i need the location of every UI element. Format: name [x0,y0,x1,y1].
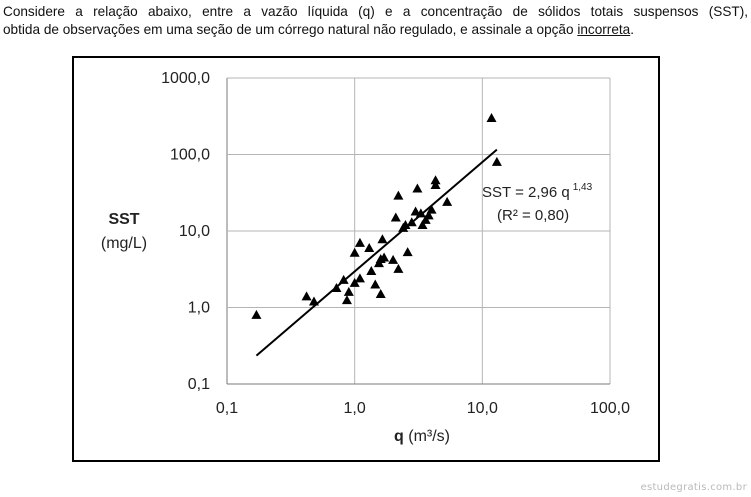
data-point [354,237,365,247]
y-tick-label: 10,0 [179,223,210,240]
regression-equation: SST = 2,96 q 1,43 [482,182,593,201]
data-point [364,242,375,252]
data-point [390,212,401,222]
data-point [354,273,365,283]
data-point [331,282,342,292]
x-tick-label: 100,0 [590,400,630,417]
data-point [426,204,437,214]
data-point [442,196,453,206]
data-point [388,254,399,264]
fit-line [255,148,498,357]
question-line-2: obtida de observações em uma seção de um… [3,21,748,39]
data-point [412,183,423,193]
data-point [393,190,404,200]
question-line-1: Considere a relação abaixo, entre a vazã… [3,4,748,19]
data-point [410,206,421,216]
question-text: Considere a relação abaixo, entre a vazã… [3,3,748,38]
axis-titles: SST (mg/L) q (m³/s) [101,211,450,445]
data-point [375,289,386,299]
data-points [251,113,502,319]
question-line-2-text: obtida de observações em uma seção de um… [3,21,578,37]
x-tick-label: 10,0 [467,400,498,417]
x-tick-label: 1,0 [344,400,366,417]
x-axis-title: q (m³/s) [394,428,450,445]
x-axis-unit: (m³/s) [408,428,450,445]
data-point [393,263,404,273]
y-axis-title: SST [108,211,139,228]
data-point [301,291,312,301]
underlined-word: incorreta [577,21,631,37]
data-point [423,210,434,220]
scatter-chart: 0,1 1,0 10,0 100,0 0,1 1,0 10,0 100,0 1000,0 SS… [101,70,630,445]
data-point [379,252,390,262]
chart-frame: 0,1 1,0 10,0 100,0 0,1 1,0 10,0 100,0 1000,0 SS… [72,56,660,462]
data-point [370,279,381,289]
data-point [377,234,388,244]
data-point [341,295,352,305]
data-point [491,156,502,166]
data-point [430,179,441,189]
watermark: estudegratis.com.br [640,482,747,493]
data-point [417,219,428,229]
y-tick-label: 0,1 [188,376,210,393]
data-point [349,247,360,257]
y-tick-label: 1,0 [188,300,210,317]
regression-equation-main: SST = 2,96 q [482,184,570,201]
grid [226,77,611,385]
data-point [400,219,411,229]
data-point [308,296,319,306]
regression-exponent: 1,43 [573,182,593,193]
data-point [338,274,349,284]
regression-annotation: SST = 2,96 q 1,43 (R² = 0,80) [482,182,593,224]
data-point [366,266,377,276]
data-point [430,175,441,185]
data-point [406,217,417,227]
data-point [349,277,360,287]
x-tick-label: 0,1 [216,400,238,417]
x-tick-labels: 0,1 1,0 10,0 100,0 [216,400,630,417]
data-point [415,208,426,218]
fit-line-group [255,148,498,357]
x-axis-symbol: q [394,428,404,445]
regression-r2: (R² = 0,80) [497,207,569,224]
data-point [486,113,497,123]
question-line-2-end: . [630,21,634,37]
y-axis-unit: (mg/L) [101,235,147,252]
y-tick-label: 100,0 [170,147,210,164]
data-point [402,247,413,257]
y-tick-labels: 0,1 1,0 10,0 100,0 1000,0 [161,70,210,393]
y-tick-label: 1000,0 [161,70,210,87]
data-point [343,286,354,296]
data-point [251,309,262,319]
